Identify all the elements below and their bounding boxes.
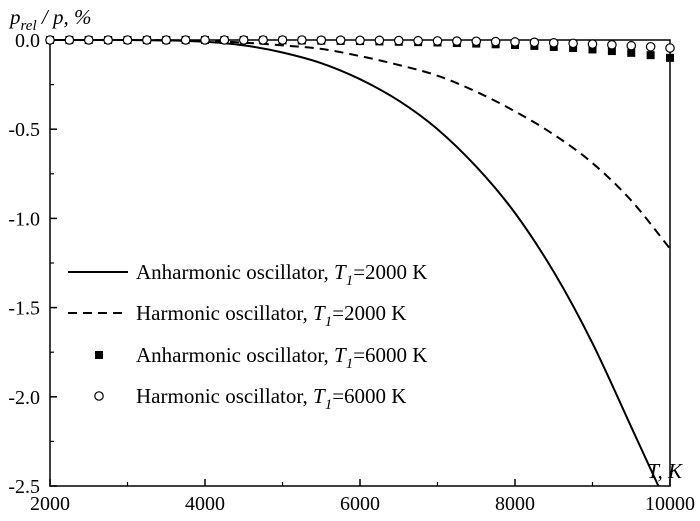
legend-label-prefix: Anharmonic oscillator, bbox=[136, 343, 334, 367]
series-point-harm6000 bbox=[258, 35, 268, 45]
series-layer bbox=[45, 35, 675, 487]
legend-label-suffix: =2000 K bbox=[332, 301, 406, 325]
series-point-harm6000 bbox=[200, 35, 210, 45]
legend-label-sub: 1 bbox=[346, 356, 354, 372]
series-point-anh6000 bbox=[666, 53, 674, 62]
series-point-anh6000 bbox=[588, 45, 597, 54]
y-tick-label: 0.0 bbox=[15, 30, 40, 52]
series-point-harm6000 bbox=[103, 35, 113, 45]
series-point-harm6000 bbox=[238, 35, 249, 45]
y-tick-label: -0.5 bbox=[8, 119, 40, 141]
legend-label-prefix: Harmonic oscillator, bbox=[136, 301, 313, 325]
y-axis-label-sub: rel bbox=[21, 18, 37, 34]
series-point-harm6000 bbox=[490, 36, 501, 47]
y-tick-label: -1.5 bbox=[8, 298, 40, 320]
series-point-harm6000 bbox=[645, 41, 656, 52]
series-point-harm6000 bbox=[510, 37, 520, 47]
series-point-harm6000 bbox=[219, 35, 230, 45]
series-point-harm6000 bbox=[180, 35, 191, 45]
legend-label-suffix: =6000 K bbox=[353, 343, 427, 367]
series-point-harm6000 bbox=[122, 35, 133, 45]
y-tick-label: -2.5 bbox=[8, 476, 40, 498]
legend: Anharmonic oscillator, T1=2000 KHarmonic… bbox=[68, 260, 427, 413]
series-point-harm6000 bbox=[64, 35, 75, 45]
legend-label-prefix: Anharmonic oscillator, bbox=[136, 260, 334, 284]
legend-swatch-anh6000 bbox=[95, 351, 103, 359]
x-tick-label: 10000 bbox=[645, 493, 695, 515]
series-point-harm6000 bbox=[45, 35, 55, 45]
y-tick-label: -2.0 bbox=[8, 387, 40, 409]
y-tick-label: -1.0 bbox=[8, 208, 40, 230]
legend-swatch-harm6000 bbox=[94, 391, 104, 401]
legend-label-sub: 1 bbox=[325, 314, 333, 330]
legend-label-sub: 1 bbox=[325, 397, 333, 413]
series-line-harm2000 bbox=[49, 38, 671, 250]
legend-label-prefix: Harmonic oscillator, bbox=[136, 384, 313, 408]
series-point-harm6000 bbox=[374, 35, 385, 46]
series-point-harm6000 bbox=[335, 35, 346, 45]
legend-label-harm6000: Harmonic oscillator, T1=6000 K bbox=[136, 384, 406, 413]
legend-label-var: T bbox=[313, 301, 326, 325]
legend-label-anh2000: Anharmonic oscillator, T1=2000 K bbox=[136, 260, 427, 289]
series-point-harm6000 bbox=[355, 35, 365, 46]
x-tick-label: 4000 bbox=[185, 493, 225, 515]
series-point-harm6000 bbox=[142, 35, 152, 45]
legend-label-suffix: =2000 K bbox=[353, 260, 427, 284]
series-point-harm6000 bbox=[607, 40, 617, 50]
y-axis-label-main: p bbox=[8, 5, 21, 29]
series-point-harm6000 bbox=[529, 37, 540, 48]
legend-label-sub: 1 bbox=[346, 273, 354, 289]
series-point-harm6000 bbox=[665, 43, 675, 53]
y-axis-label-rest: / p, % bbox=[37, 5, 92, 29]
series-point-harm6000 bbox=[297, 35, 307, 45]
series-point-harm6000 bbox=[471, 36, 482, 47]
series-point-harm6000 bbox=[161, 35, 172, 45]
y-axis-label: prel / p, % bbox=[8, 5, 91, 34]
legend-label-harm2000: Harmonic oscillator, T1=2000 K bbox=[136, 301, 406, 330]
series-point-anh6000 bbox=[646, 51, 655, 60]
series-point-harm6000 bbox=[393, 35, 404, 46]
series-point-harm6000 bbox=[452, 36, 462, 46]
series-point-harm6000 bbox=[83, 35, 94, 45]
series-point-harm6000 bbox=[548, 38, 559, 48]
series-point-harm6000 bbox=[277, 35, 288, 45]
legend-label-var: T bbox=[334, 343, 347, 367]
series-point-harm6000 bbox=[626, 40, 637, 51]
x-axis-ticks: 2000 4000 6000 8000 10000 bbox=[30, 479, 695, 515]
legend-label-var: T bbox=[334, 260, 347, 284]
series-point-harm6000 bbox=[413, 35, 423, 46]
x-tick-label: 8000 bbox=[495, 493, 535, 515]
x-tick-label: 6000 bbox=[340, 493, 380, 515]
series-point-harm6000 bbox=[316, 35, 327, 45]
x-tick-label: 2000 bbox=[30, 493, 70, 515]
series-point-anh6000 bbox=[607, 47, 616, 56]
series-point-harm6000 bbox=[587, 39, 598, 49]
legend-label-suffix: =6000 K bbox=[332, 384, 406, 408]
x-axis-label: T, K bbox=[647, 459, 683, 483]
legend-label-var: T bbox=[313, 384, 326, 408]
legend-label-anh6000: Anharmonic oscillator, T1=6000 K bbox=[136, 343, 427, 372]
series-point-harm6000 bbox=[568, 38, 578, 49]
series-point-harm6000 bbox=[432, 36, 443, 46]
series-point-anh6000 bbox=[627, 48, 636, 57]
